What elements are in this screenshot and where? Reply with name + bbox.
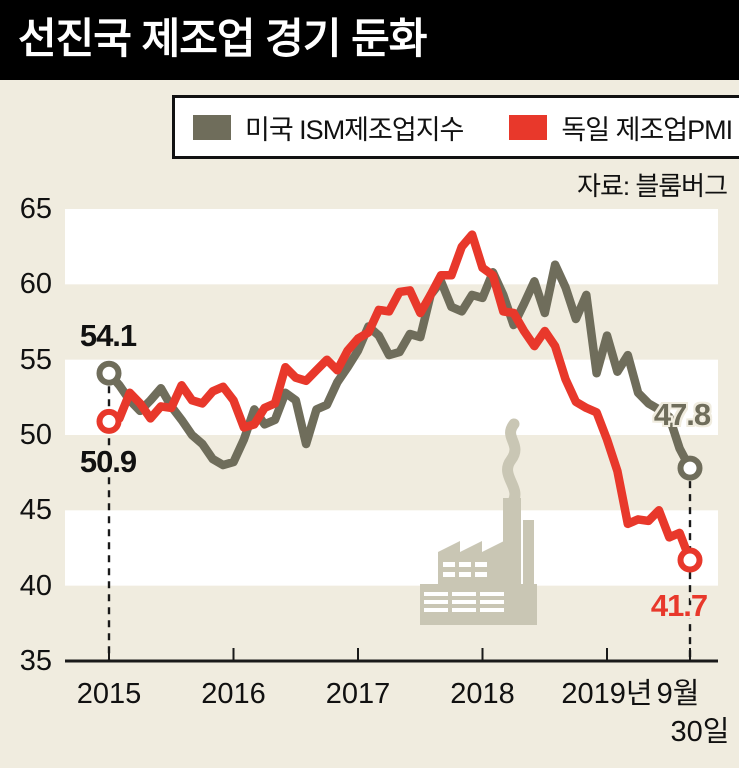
y-axis-label: 60 xyxy=(19,268,52,301)
factory-base xyxy=(420,584,537,625)
factory-windows xyxy=(424,562,504,612)
title-banner: 선진국 제조업 경기 둔화 xyxy=(0,0,739,80)
smoke-icon xyxy=(502,418,521,509)
germany-series-label: 독일 제조업PMI xyxy=(561,114,733,145)
y-axis-label: 40 xyxy=(19,569,52,602)
series-lines xyxy=(104,230,695,565)
us-ism-line xyxy=(104,260,695,473)
x-axis xyxy=(65,648,718,663)
factory-icon xyxy=(420,418,537,625)
plot-band xyxy=(65,510,718,586)
x-axis-label: 2019년 xyxy=(561,678,653,710)
value-annotation: 50.9 xyxy=(79,444,137,480)
us-series-label: 미국 ISM제조업지수 xyxy=(245,114,464,145)
y-axis-label: 65 xyxy=(19,193,52,225)
y-axis-label: 55 xyxy=(19,343,52,376)
x-axis-label: 2018 xyxy=(450,678,515,710)
y-axis-label: 35 xyxy=(19,644,52,677)
page-title: 선진국 제조업 경기 둔화 xyxy=(18,15,427,62)
value-annotation: 41.7 xyxy=(650,588,708,624)
factory-chimney xyxy=(503,498,521,586)
series-endpoint-marker xyxy=(677,455,703,481)
plot-bands xyxy=(65,209,718,586)
y-axis-label: 45 xyxy=(19,494,52,527)
x-axis-label: 2015 xyxy=(76,678,142,710)
series-endpoint-marker xyxy=(96,360,122,386)
us-series-swatch xyxy=(193,114,231,140)
x-axis-label: 2017 xyxy=(325,678,391,710)
value-annotation: 47.8 xyxy=(653,397,711,433)
source-credit: 자료: 블룸버그 xyxy=(577,171,728,201)
germany-pmi-line xyxy=(104,230,695,565)
series-endpoint-marker xyxy=(96,408,122,434)
value-annotation: 54.1 xyxy=(79,318,137,354)
germany-series-swatch xyxy=(509,114,548,140)
y-axis-label: 50 xyxy=(19,418,52,451)
legend-group-germany: 독일 제조업PMI xyxy=(509,108,733,147)
legend-box: 미국 ISM제조업지수 독일 제조업PMI xyxy=(172,95,739,159)
x-axis-label: 2016 xyxy=(201,678,266,710)
x-axis-label-line2: 30일 xyxy=(670,716,730,748)
plot-band xyxy=(65,209,718,285)
factory-chimney-small xyxy=(523,520,534,586)
series-markers xyxy=(96,360,703,573)
series-endpoint-marker xyxy=(677,547,703,573)
x-axis-label: 9월 xyxy=(656,678,700,710)
